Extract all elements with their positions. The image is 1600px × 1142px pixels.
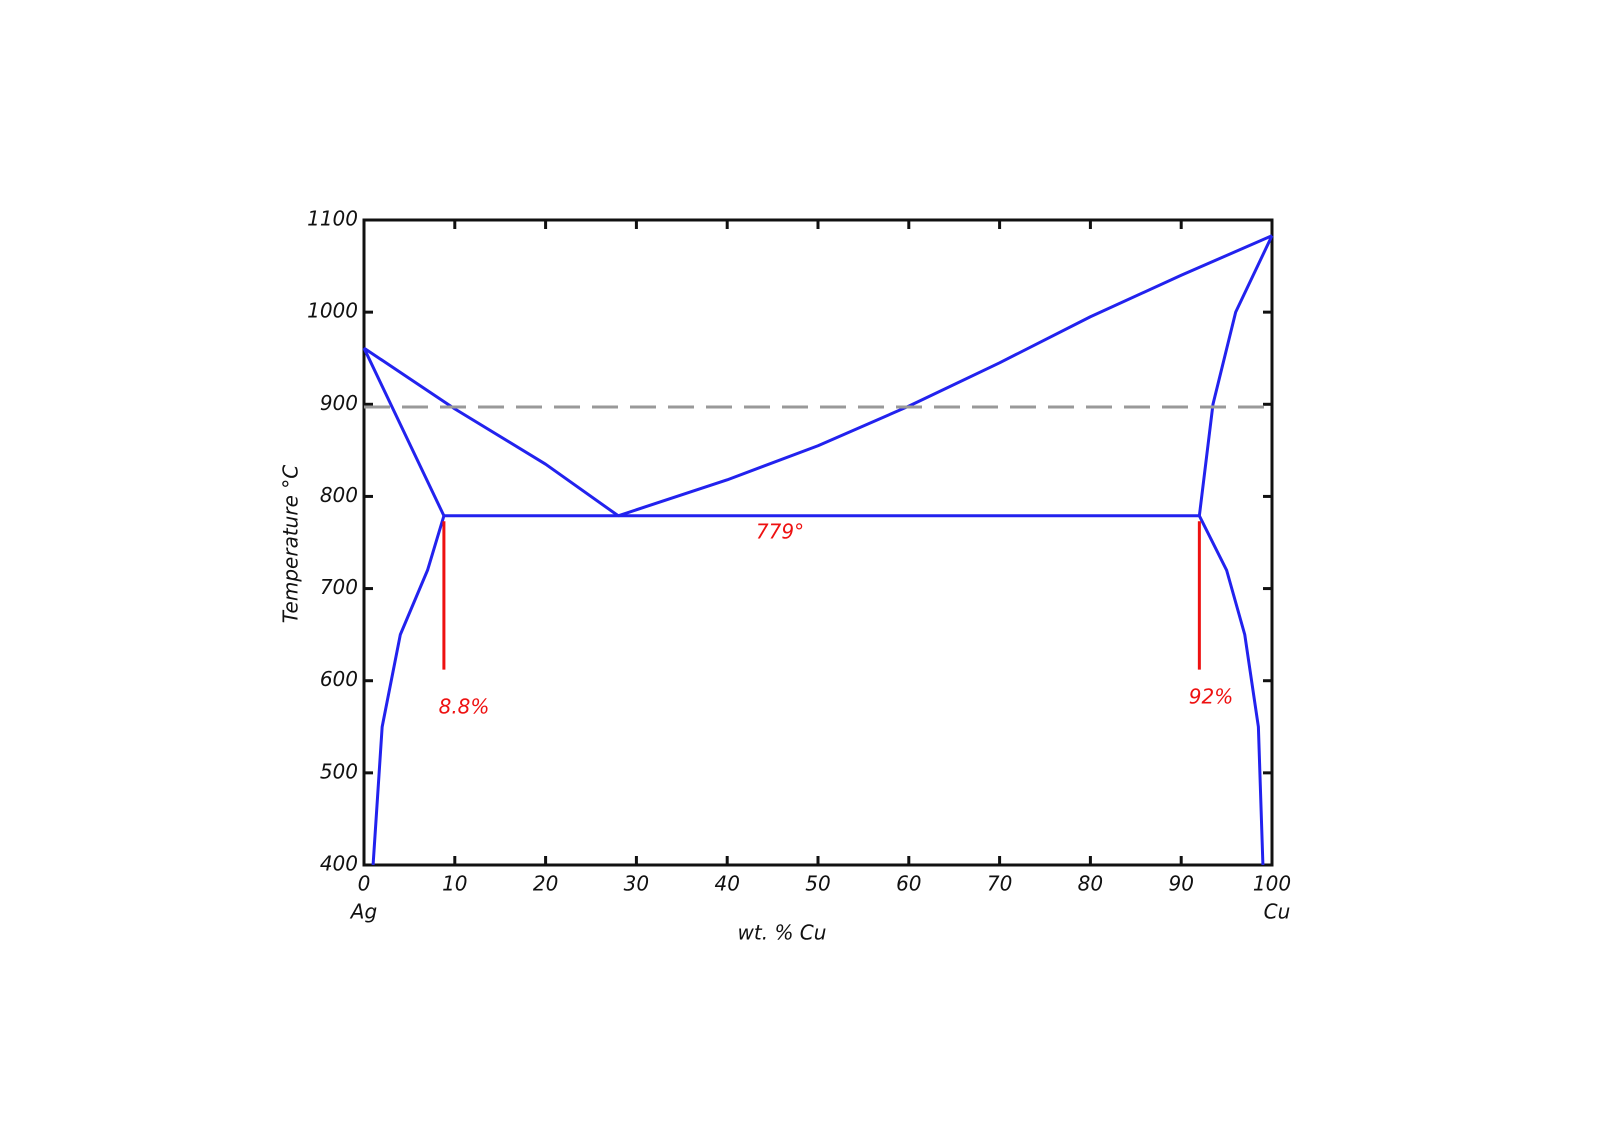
y-tick-label: 400	[320, 852, 358, 876]
y-axis-label: Temperature °C	[279, 465, 303, 623]
y-tick-label: 1000	[307, 299, 358, 323]
x-axis-label: wt. % Cu	[738, 921, 827, 945]
component-label: Cu	[1264, 900, 1291, 924]
phase-line	[362, 347, 446, 517]
phase-line	[1198, 515, 1265, 866]
x-tick-label: 0	[358, 872, 371, 896]
y-tick-label: 700	[320, 575, 358, 599]
annotation: 779°	[756, 520, 804, 544]
x-tick-label: 30	[624, 872, 649, 896]
x-tick-label: 90	[1168, 872, 1193, 896]
x-tick-label: 100	[1253, 872, 1291, 896]
y-tick-label: 500	[320, 759, 358, 783]
phase-line	[1197, 235, 1274, 516]
phase-line	[363, 346, 620, 518]
x-tick-label: 70	[987, 872, 1012, 896]
x-tick-label: 60	[896, 872, 921, 896]
phase-line	[617, 234, 1273, 518]
x-tick-label: 80	[1078, 872, 1103, 896]
annotation: 8.8%	[439, 695, 490, 719]
x-tick-label: 20	[533, 872, 558, 896]
phase-line	[371, 515, 446, 866]
x-tick-label: 50	[805, 872, 830, 896]
y-tick-label: 600	[320, 667, 358, 691]
annotation: 92%	[1189, 685, 1233, 709]
x-tick-label: 40	[714, 872, 739, 896]
y-tick-label: 800	[320, 483, 358, 507]
y-tick-label: 1100	[307, 207, 358, 231]
x-tick-label: 10	[442, 872, 467, 896]
plot-frame	[362, 218, 1274, 867]
y-tick-label: 900	[320, 391, 358, 415]
component-label: Ag	[349, 900, 377, 924]
